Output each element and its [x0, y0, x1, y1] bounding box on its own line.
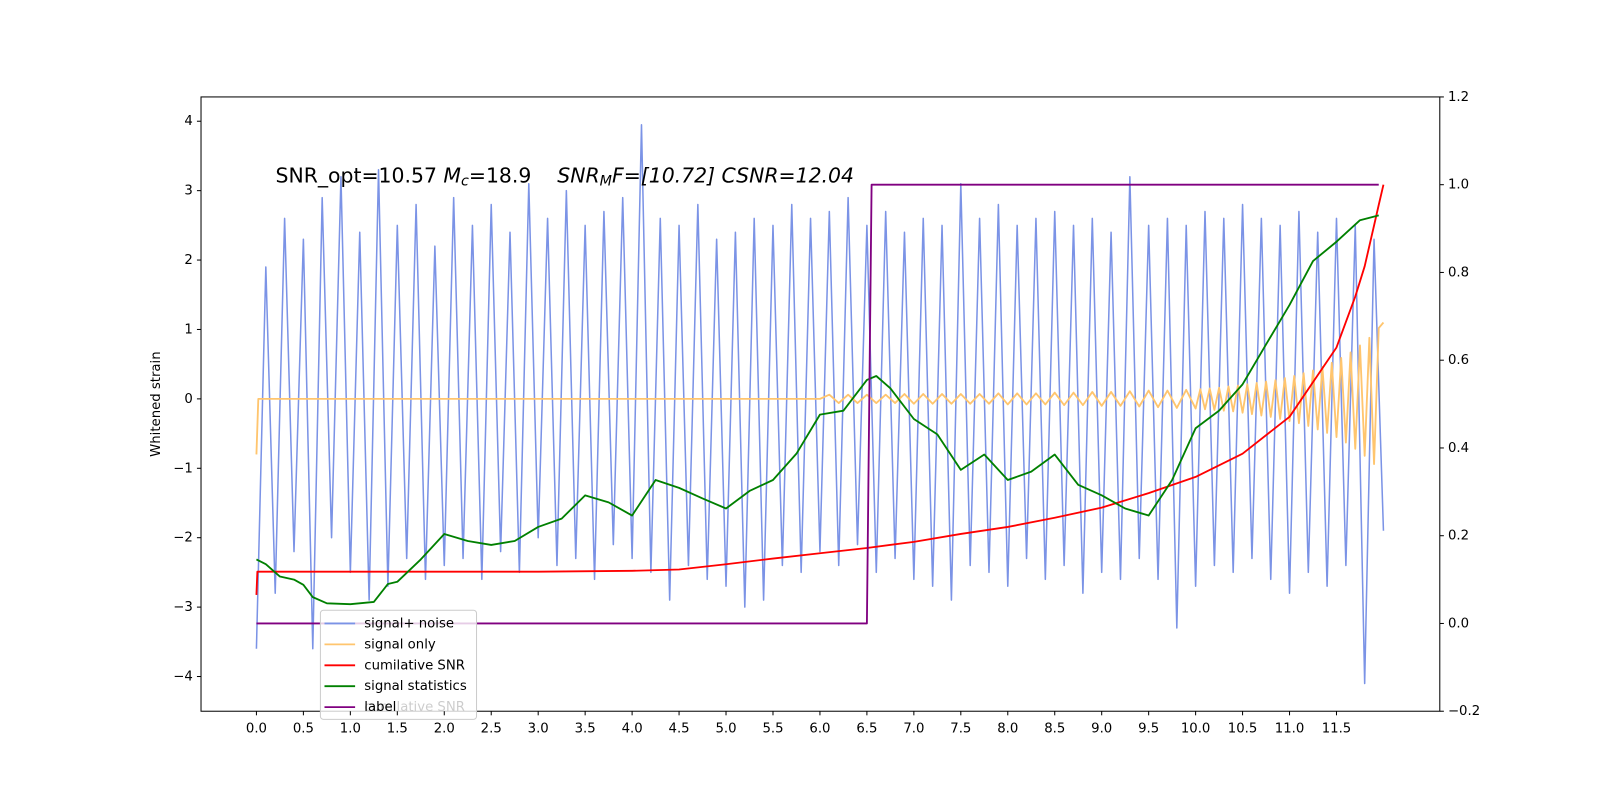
legend-box — [319, 609, 478, 720]
x-tick-label: 8.5 — [1044, 722, 1065, 737]
x-tick-label: 7.5 — [950, 722, 971, 737]
legend-label: signal+ noise — [364, 616, 454, 631]
x-tick-label: 0.0 — [246, 722, 267, 737]
x-tick-label: 5.5 — [762, 722, 783, 737]
legend-label: signal statistics — [364, 679, 467, 694]
x-tick-label: 7.0 — [903, 722, 924, 737]
plot-area — [255, 123, 1385, 685]
x-tick-label: 11.0 — [1275, 722, 1305, 737]
y-tick-label: 0 — [184, 392, 192, 407]
x-tick-label: 1.0 — [340, 722, 361, 737]
annotation-part: SNR — [557, 164, 599, 188]
x-tick-label: 11.5 — [1322, 722, 1352, 737]
series-line — [255, 321, 1385, 466]
annotation-part: c — [461, 174, 469, 190]
y2-tick-label: 0.4 — [1448, 441, 1469, 456]
y-tick-label: −2 — [173, 531, 193, 546]
x-tick-label: 4.5 — [669, 722, 690, 737]
x-tick-label: 4.0 — [622, 722, 643, 737]
x-tick-label: 2.0 — [434, 722, 455, 737]
annotation-part: SNR_opt=10.57 — [276, 164, 444, 189]
annotation-part: F=[10.72] CSNR=12.04 — [612, 164, 854, 188]
annotation: SNR_opt=10.57 Mc=18.9 SNRMF=[10.72] CSNR… — [276, 164, 855, 190]
x-tick-label: 8.0 — [997, 722, 1018, 737]
legend-label: signal only — [364, 637, 436, 652]
annotation-part: =18.9 — [469, 164, 557, 188]
y-tick-label: 4 — [184, 114, 192, 129]
x-tick-label: 5.0 — [715, 722, 736, 737]
x-tick-label: 0.5 — [293, 722, 314, 737]
y-tick-label: −3 — [173, 600, 193, 615]
y-tick-label: 1 — [184, 322, 192, 337]
legend-label: label — [364, 700, 396, 715]
y2-tick-label: 1.0 — [1448, 178, 1469, 193]
x-tick-label: 6.0 — [809, 722, 830, 737]
y-tick-label: 2 — [184, 253, 192, 268]
y2-tick-label: 0.6 — [1448, 353, 1469, 368]
series-line — [256, 183, 1379, 625]
series-line — [255, 123, 1385, 685]
annotation-part: M — [600, 174, 612, 190]
x-tick-label: 10.0 — [1181, 722, 1211, 737]
y-tick-label: −1 — [173, 461, 193, 476]
annotation-part: M — [443, 164, 461, 188]
x-tick-label: 6.5 — [856, 722, 877, 737]
y2-tick-label: 1.2 — [1448, 90, 1469, 105]
y2-tick-label: 0.2 — [1448, 529, 1469, 544]
y2-tick-label: −0.2 — [1448, 704, 1480, 719]
x-tick-label: 1.5 — [387, 722, 408, 737]
y-tick-label: −4 — [173, 670, 193, 685]
x-tick-label: 9.5 — [1138, 722, 1159, 737]
x-tick-label: 9.0 — [1091, 722, 1112, 737]
series-line — [256, 214, 1379, 606]
legend-label: cumilative SNR — [364, 658, 465, 673]
y-tick-label: 3 — [184, 184, 192, 199]
y-axis-label: Whitened strain — [149, 351, 164, 456]
x-tick-label: 2.5 — [481, 722, 502, 737]
x-tick-label: 10.5 — [1228, 722, 1258, 737]
x-tick-label: 3.5 — [575, 722, 596, 737]
y2-tick-label: 0.0 — [1448, 616, 1469, 631]
series-line — [255, 184, 1385, 595]
y2-tick-label: 0.8 — [1448, 265, 1469, 280]
x-tick-label: 3.0 — [528, 722, 549, 737]
